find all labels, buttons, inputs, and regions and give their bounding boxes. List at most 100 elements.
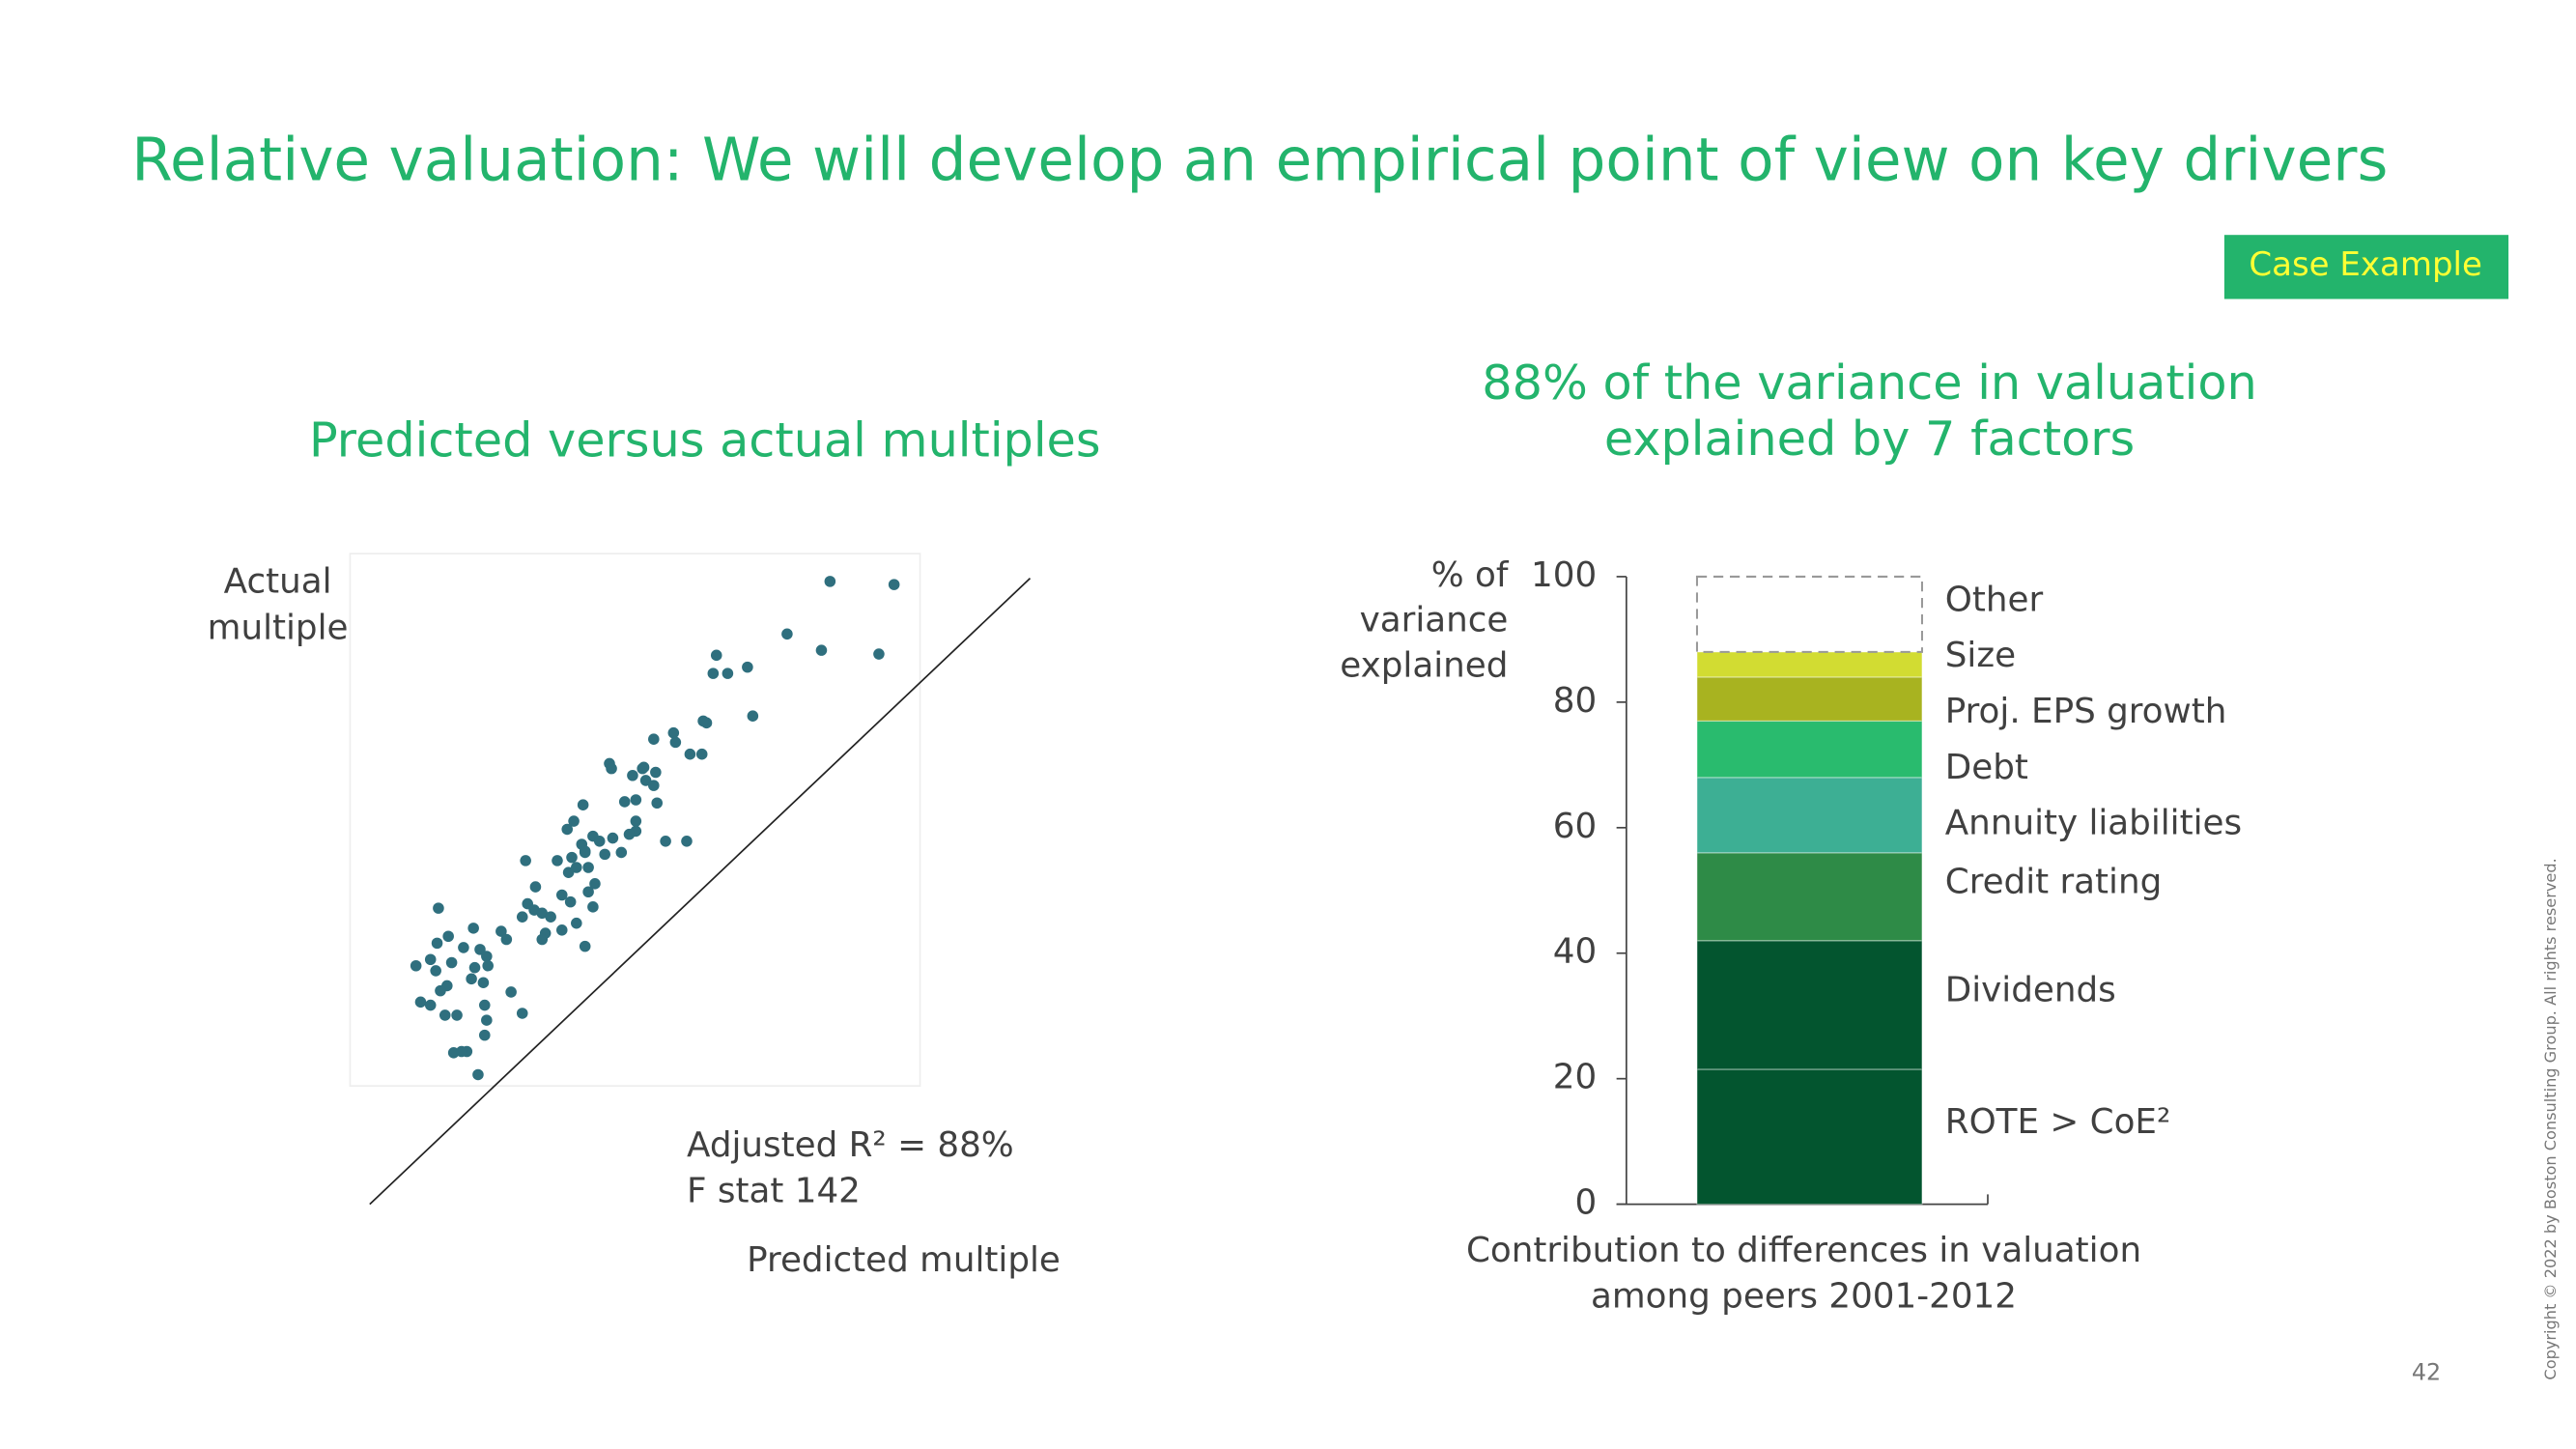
point xyxy=(579,940,591,952)
slide-title: Relative valuation: We will develop an e… xyxy=(131,127,2388,195)
bar-segment xyxy=(1696,651,1923,678)
point xyxy=(458,942,469,953)
annotation: F stat 142 xyxy=(687,1172,861,1211)
point xyxy=(451,1009,463,1021)
point xyxy=(587,901,599,913)
point xyxy=(516,911,528,923)
point xyxy=(888,579,900,590)
point xyxy=(747,710,759,722)
point xyxy=(681,836,693,847)
point xyxy=(637,761,650,774)
point xyxy=(582,886,594,898)
y-axis-label: multiple xyxy=(208,608,349,647)
plot-frame xyxy=(349,553,921,1087)
point xyxy=(456,1045,467,1058)
point xyxy=(606,762,617,775)
point xyxy=(618,796,631,808)
segment-label: Other xyxy=(1945,580,2044,619)
x-axis-label: among peers 2001-2012 xyxy=(1591,1277,2017,1317)
bar-segment xyxy=(1696,1068,1923,1206)
point xyxy=(545,911,556,923)
point xyxy=(615,846,628,859)
chart-title: explained by 7 factors xyxy=(1604,411,2135,467)
point xyxy=(571,917,582,929)
point xyxy=(481,951,493,962)
point xyxy=(650,766,662,779)
segment-label: Dividends xyxy=(1945,971,2116,1010)
chart-title: Predicted versus actual multiples xyxy=(309,412,1101,469)
point xyxy=(561,823,574,836)
copyright: Copyright © 2022 by Boston Consulting Gr… xyxy=(2541,858,2560,1379)
point xyxy=(562,867,575,878)
point xyxy=(555,924,568,936)
y-axis-label: % of xyxy=(1431,555,1510,595)
point xyxy=(651,797,663,810)
point xyxy=(482,959,494,972)
point xyxy=(707,668,720,679)
point xyxy=(516,1008,528,1019)
bar-segment xyxy=(1696,852,1923,942)
point xyxy=(648,780,660,791)
annotation: Adjusted R² = 88% xyxy=(687,1125,1014,1165)
page-number: 42 xyxy=(2412,1358,2441,1385)
point xyxy=(424,999,437,1011)
point xyxy=(577,799,589,810)
point xyxy=(710,649,722,662)
segment-label: Credit rating xyxy=(1945,863,2162,902)
y-tick-label: 40 xyxy=(1553,932,1597,972)
point xyxy=(627,769,638,781)
point xyxy=(571,862,582,873)
chart-title: 88% of the variance in valuation xyxy=(1482,355,2256,411)
point xyxy=(599,848,610,861)
point xyxy=(424,953,437,966)
point xyxy=(505,986,517,998)
point xyxy=(815,644,828,656)
point xyxy=(468,961,481,974)
point xyxy=(555,889,568,901)
point xyxy=(579,845,591,857)
x-axis-label: Predicted multiple xyxy=(747,1240,1061,1280)
point xyxy=(669,736,682,749)
point xyxy=(472,1068,484,1081)
point xyxy=(430,965,441,977)
point xyxy=(684,748,696,760)
point xyxy=(552,855,563,867)
point xyxy=(582,862,594,873)
badge-box xyxy=(2223,235,2509,299)
point xyxy=(660,836,671,847)
point xyxy=(667,726,680,739)
point xyxy=(433,902,444,914)
y-tick-label: 100 xyxy=(1531,555,1597,595)
point xyxy=(564,895,577,908)
point xyxy=(648,733,660,745)
point xyxy=(697,715,709,727)
point xyxy=(536,907,549,920)
point xyxy=(495,925,507,937)
point xyxy=(474,944,486,955)
point xyxy=(873,648,885,660)
point xyxy=(824,576,836,587)
segment-label: ROTE > CoE² xyxy=(1945,1102,2171,1142)
point xyxy=(630,815,642,827)
y-tick-label: 0 xyxy=(1575,1183,1598,1223)
point xyxy=(481,1014,493,1026)
point xyxy=(466,973,477,985)
point xyxy=(467,923,479,934)
badge: Case Example xyxy=(2249,245,2482,284)
point xyxy=(781,628,793,640)
point xyxy=(568,815,580,827)
y-axis-label: explained xyxy=(1340,645,1508,685)
point xyxy=(435,984,446,997)
point xyxy=(722,668,734,679)
bar-segment xyxy=(1695,575,1923,653)
point xyxy=(742,661,753,673)
reference-line xyxy=(369,578,1032,1206)
point xyxy=(414,996,427,1009)
segment-label: Annuity liabilities xyxy=(1945,804,2242,843)
point xyxy=(593,836,606,847)
bar-segment xyxy=(1696,777,1923,854)
point xyxy=(431,937,443,950)
bar-segment xyxy=(1696,676,1923,723)
